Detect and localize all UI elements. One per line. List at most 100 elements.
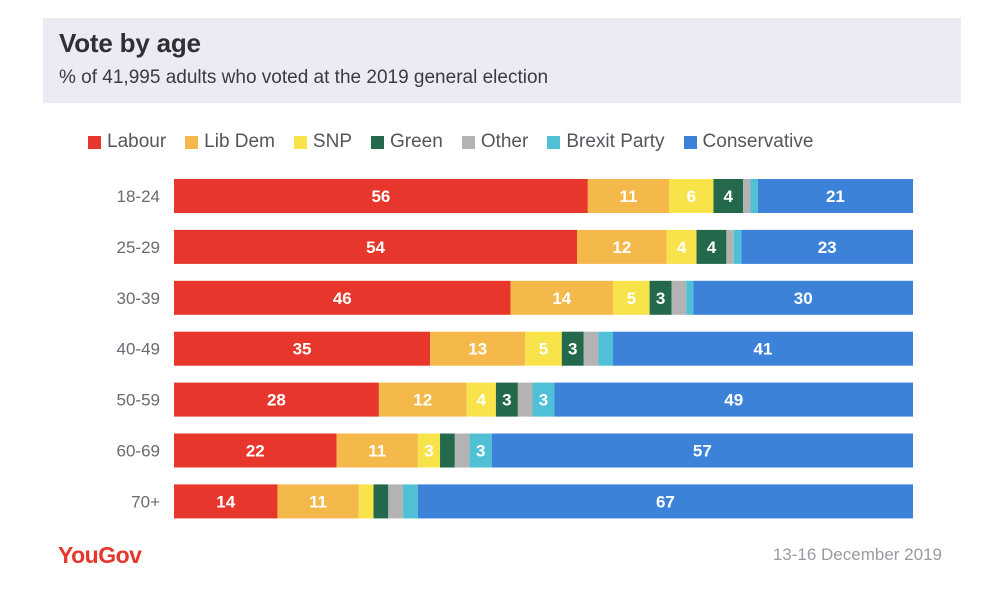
bar-segment xyxy=(510,280,614,315)
legend-label: Labour xyxy=(107,131,167,152)
category-label: 40-49 xyxy=(117,340,160,359)
data-label: 3 xyxy=(656,289,665,308)
legend-swatch xyxy=(371,135,384,149)
legend-item: Lib Dem xyxy=(185,131,275,153)
legend-label: SNP xyxy=(312,131,352,152)
bar-segment xyxy=(693,280,913,315)
data-label: 56 xyxy=(371,187,390,206)
data-label: 35 xyxy=(293,340,312,359)
legend-label: Green xyxy=(390,131,443,152)
data-label: 12 xyxy=(612,238,631,257)
bar-segment xyxy=(491,433,913,468)
category-label: 18-24 xyxy=(117,187,160,206)
bar-segment xyxy=(598,331,614,366)
bar-segment xyxy=(713,179,744,213)
legend-label: Brexit Party xyxy=(566,131,665,152)
bar-segment xyxy=(743,179,751,213)
bar-segment xyxy=(373,484,389,519)
legend-item: Other xyxy=(461,131,529,153)
data-label: 30 xyxy=(794,289,813,308)
legend-swatch xyxy=(88,135,101,149)
bar-segment xyxy=(577,229,667,264)
bar-segment xyxy=(525,331,562,366)
bar-segment xyxy=(726,229,734,264)
legend-swatch xyxy=(683,135,697,149)
bar-segment xyxy=(587,179,670,213)
data-label: 6 xyxy=(687,187,696,206)
header-panel xyxy=(43,18,961,103)
data-label: 13 xyxy=(468,340,487,359)
bar-segment xyxy=(554,382,913,417)
legend-label: Other xyxy=(480,131,529,152)
data-label: 28 xyxy=(267,391,286,410)
survey-date: 13-16 December 2019 xyxy=(772,545,942,564)
bar-segment xyxy=(174,382,379,417)
data-label: 3 xyxy=(539,391,548,410)
data-label: 4 xyxy=(677,238,687,257)
bar-segment xyxy=(466,382,496,417)
data-label: 4 xyxy=(477,391,487,410)
data-label: 11 xyxy=(368,442,386,461)
data-label: 11 xyxy=(309,492,327,511)
legend-swatch xyxy=(547,135,561,149)
bar-segment xyxy=(336,433,418,468)
bar-segment xyxy=(454,433,470,468)
bar-segment xyxy=(403,484,418,519)
bar-segment xyxy=(417,484,913,519)
bar-segment xyxy=(669,179,714,213)
bar-segment xyxy=(495,382,518,417)
bar-segment xyxy=(440,433,455,468)
legend-item: Labour xyxy=(88,131,166,153)
data-label: 21 xyxy=(826,187,845,206)
bar-segment xyxy=(666,229,697,264)
data-label: 11 xyxy=(619,187,637,206)
bar-segment xyxy=(469,433,492,468)
legend: Labour Lib Dem SNP Green Other Brexit Party Co… xyxy=(88,130,832,154)
bar-segment xyxy=(174,433,337,468)
bar-segment xyxy=(358,484,374,519)
bar-segment xyxy=(686,280,694,315)
bar-segment xyxy=(757,179,913,213)
category-label: 60-69 xyxy=(117,442,160,461)
yougov-logo: YouGov xyxy=(58,542,142,568)
legend-label: Lib Dem xyxy=(204,131,275,152)
category-label: 70+ xyxy=(131,492,160,511)
bar-segment xyxy=(741,229,913,264)
bar-segment xyxy=(378,382,467,417)
bar-segment xyxy=(174,179,588,213)
data-label: 23 xyxy=(818,238,837,257)
bar-segment xyxy=(517,382,533,417)
data-label: 5 xyxy=(627,289,636,308)
data-label: 46 xyxy=(333,289,352,308)
data-label: 3 xyxy=(424,442,433,461)
bar-segment xyxy=(696,229,727,264)
chart-title: Vote by age xyxy=(59,28,201,58)
legend-swatch xyxy=(185,135,199,149)
legend-swatch xyxy=(461,135,475,149)
bar-segment xyxy=(174,280,511,315)
bar-segment xyxy=(532,382,555,417)
bar-segment xyxy=(417,433,441,468)
bar-segment xyxy=(388,484,404,519)
data-label: 14 xyxy=(552,289,571,308)
bar-segment xyxy=(430,331,526,366)
data-label: 54 xyxy=(366,238,385,257)
legend-item: Brexit Party xyxy=(547,131,665,153)
bar-segment xyxy=(583,331,599,366)
legend-swatch xyxy=(293,135,307,149)
legend-item: Conservative xyxy=(683,131,813,153)
bar-segment xyxy=(174,229,578,264)
bar-segment xyxy=(277,484,359,519)
data-label: 67 xyxy=(656,492,675,511)
bar-segment xyxy=(671,280,687,315)
bar-segment xyxy=(613,331,913,366)
data-label: 3 xyxy=(568,340,577,359)
chart-subtitle: % of 41,995 adults who voted at the 2019… xyxy=(59,67,549,88)
category-label: 50-59 xyxy=(117,391,160,410)
bar-segment xyxy=(733,229,742,264)
legend-item: SNP xyxy=(293,131,352,153)
data-label: 57 xyxy=(693,442,712,461)
category-label: 30-39 xyxy=(117,289,160,308)
data-label: 12 xyxy=(413,391,432,410)
